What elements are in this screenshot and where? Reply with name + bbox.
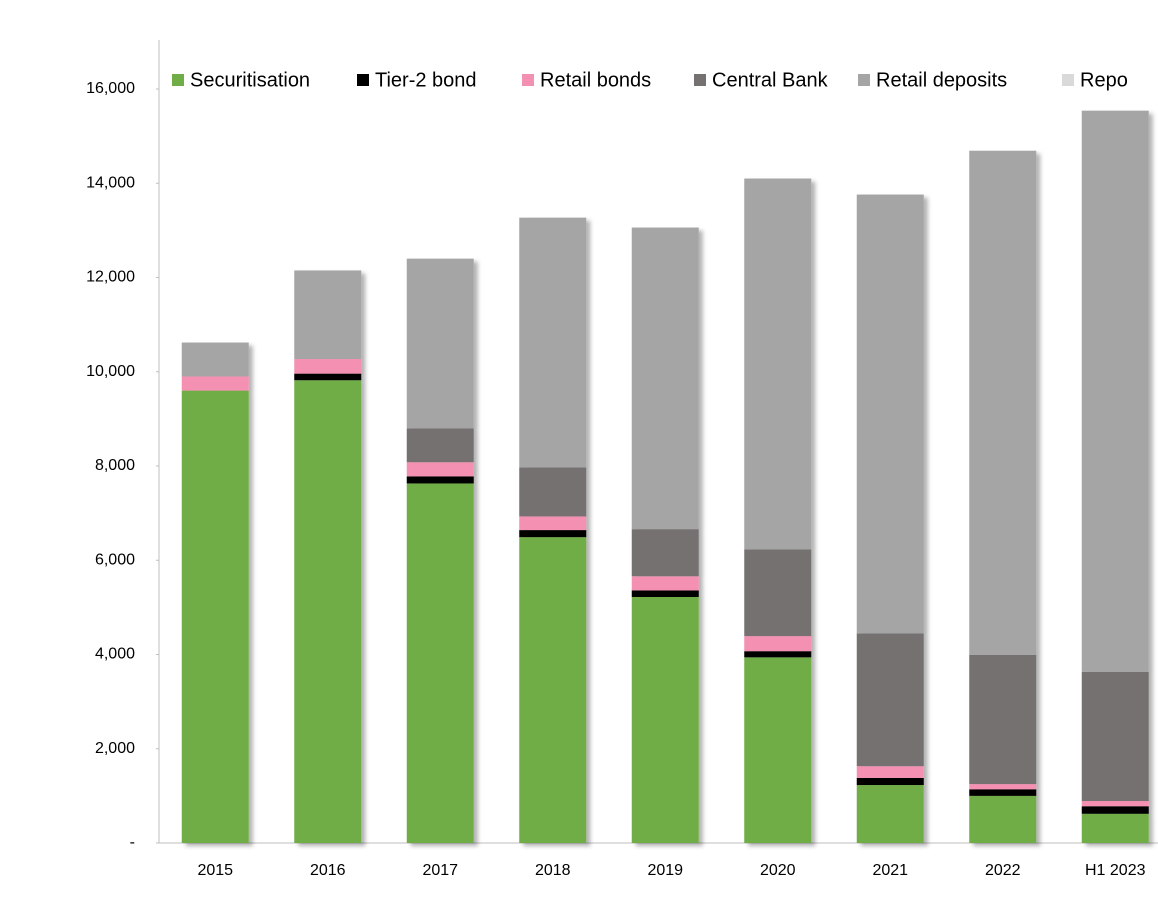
y-tick-label: 8,000 (95, 457, 135, 474)
bar-segment (631, 590, 699, 598)
bar-segment (744, 651, 812, 658)
bar-segment (406, 258, 474, 429)
y-tick-label: 6,000 (95, 551, 135, 568)
bar-segment (1081, 813, 1149, 843)
bar-segment (969, 654, 1037, 785)
bar-segment (406, 428, 474, 463)
bar-stack (406, 258, 474, 843)
bar-segment (969, 784, 1037, 790)
bar-segment (181, 376, 249, 391)
y-tick-label: 10,000 (86, 363, 135, 380)
bar-stack (856, 194, 924, 843)
bar-stack (969, 150, 1037, 843)
bar-segment (181, 390, 249, 843)
x-tick-label: 2015 (197, 862, 233, 879)
legend-swatch (858, 74, 870, 86)
bar-segment (969, 795, 1037, 843)
bar-segment (294, 270, 362, 360)
bar-segment (519, 467, 587, 517)
x-tick-label: 2018 (535, 862, 571, 879)
bar-stack (631, 227, 699, 843)
y-tick-label: 2,000 (95, 740, 135, 757)
legend-swatch (1062, 74, 1074, 86)
legend-label: Retail deposits (876, 69, 1007, 91)
bar-segment (744, 178, 812, 550)
y-tick-label: 4,000 (95, 646, 135, 663)
legend-swatch (357, 74, 369, 86)
legend-swatch (522, 74, 534, 86)
bar-segment (1081, 801, 1149, 807)
bar-segment (744, 636, 812, 652)
bar-segment (969, 789, 1037, 796)
x-tick-label: 2022 (985, 862, 1021, 879)
y-tick-label: 12,000 (86, 269, 135, 286)
bar-segment (406, 476, 474, 484)
bar-segment (519, 217, 587, 468)
bar-stack (1081, 110, 1149, 843)
y-tick-label: - (130, 834, 135, 851)
legend-label: Retail bonds (540, 69, 651, 91)
bar-segment (519, 530, 587, 538)
bar-segment (294, 380, 362, 843)
y-tick-label: 14,000 (86, 174, 135, 191)
legend-label: Securitisation (190, 69, 310, 91)
bar-stack (519, 217, 587, 843)
bar-segment (856, 785, 924, 843)
bar-segment (744, 657, 812, 843)
x-tick-label: 2020 (760, 862, 796, 879)
bar-segment (1081, 671, 1149, 802)
bar-segment (1081, 806, 1149, 814)
legend-label: Central Bank (712, 69, 829, 91)
bar-segment (744, 549, 812, 637)
y-tick-label: 16,000 (86, 80, 135, 97)
bar-segment (631, 597, 699, 843)
bar-segment (181, 342, 249, 377)
bar-stack (294, 270, 362, 843)
bar-segment (856, 194, 924, 634)
x-tick-label: 2019 (647, 862, 683, 879)
bar-stack (181, 342, 249, 843)
bar-segment (631, 576, 699, 591)
bar-segment (631, 529, 699, 577)
x-tick-label: 2017 (422, 862, 458, 879)
bar-segment (294, 359, 362, 374)
bar-stack (744, 178, 812, 843)
bar-segment (406, 462, 474, 477)
bar-segment (631, 227, 699, 530)
bar-segment (519, 537, 587, 843)
bar-segment (1081, 110, 1149, 672)
bar-segment (294, 373, 362, 381)
bar-segment (406, 483, 474, 843)
bar-segment (856, 777, 924, 786)
legend-label: Tier-2 bond (375, 69, 477, 91)
bar-segment (519, 516, 587, 531)
bar-segment (856, 766, 924, 778)
legend-swatch (694, 74, 706, 86)
x-tick-label: 2021 (872, 862, 908, 879)
legend-label: Repo (1080, 69, 1128, 91)
legend-swatch (172, 74, 184, 86)
x-tick-label: H1 2023 (1085, 862, 1146, 879)
x-tick-label: 2016 (310, 862, 346, 879)
bar-segment (856, 633, 924, 767)
bar-segment (969, 150, 1037, 655)
